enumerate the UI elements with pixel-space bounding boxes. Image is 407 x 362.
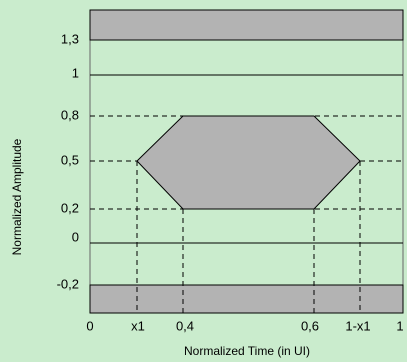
- y-label: 0,8: [61, 107, 79, 122]
- y-axis-title: Normalized Amplitude: [10, 138, 24, 255]
- upper-mask: [89, 9, 404, 41]
- eye-mask: [136, 115, 361, 210]
- x-axis-title: Normalized Time (in UI): [184, 344, 310, 358]
- y-label: 0,5: [61, 152, 79, 167]
- y-label: 0: [72, 229, 79, 244]
- x-label: 0: [86, 318, 93, 333]
- x-label: 1: [396, 318, 403, 333]
- lower-mask: [89, 284, 404, 314]
- y-label: 1: [72, 65, 79, 80]
- y-label: 0,2: [61, 200, 79, 215]
- y-label: -0,2: [57, 276, 79, 291]
- x-label: 1-x1: [345, 318, 370, 333]
- x-label: 0,4: [176, 318, 194, 333]
- x-label: 0,6: [301, 318, 319, 333]
- y-label: 1,3: [61, 31, 79, 46]
- x-label: x1: [131, 318, 145, 333]
